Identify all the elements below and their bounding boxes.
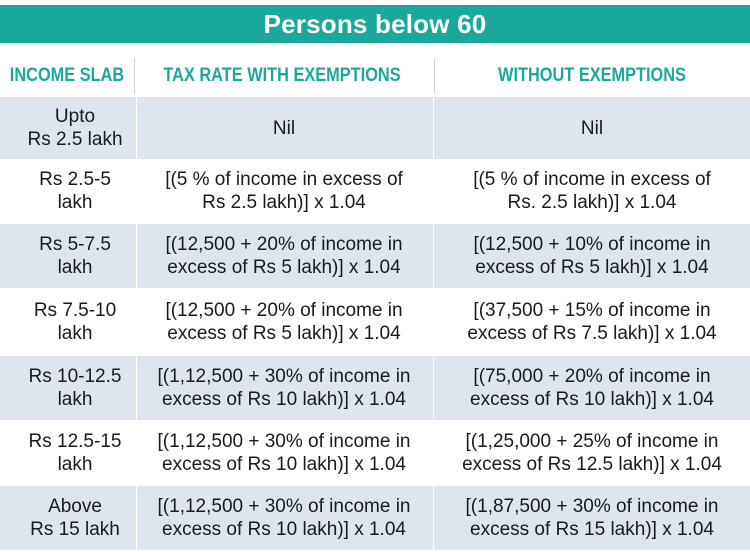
tax-with-exemptions-cell: Nil [136, 97, 432, 159]
table-row: Rs 5-7.5 lakh [(12,500 + 20% of income in e… [0, 224, 750, 288]
cell-text-line: Rs. 2.5 lakh)] x 1.04 [507, 191, 677, 213]
tax-without-exemptions-cell: [(5 % of income in excess of Rs. 2.5 lakh… [434, 159, 750, 222]
cell-text-line: Upto [54, 106, 96, 127]
column-divider [433, 97, 434, 159]
column-divider [136, 486, 137, 550]
column-divider [433, 356, 434, 420]
cell-text-line: excess of Rs 10 lakh)] x 1.04 [162, 519, 406, 540]
column-divider [433, 290, 434, 354]
tax-without-exemptions-cell: [(75,000 + 20% of income in excess of Rs … [434, 356, 750, 420]
header-income-slab: INCOME SLAB [9, 65, 125, 86]
column-divider [136, 224, 137, 288]
cell-text-line: [(12,500 + 20% of income in [165, 300, 403, 321]
table-row: Rs 2.5-5 lakh [(5 % of income in excess of… [0, 159, 750, 222]
cell-text-line: [(1,12,500 + 30% of income in [157, 366, 411, 387]
column-divider [136, 97, 137, 159]
cell-text-line: [(37,500 + 15% of income in [473, 300, 711, 321]
tax-without-exemptions-cell: [(1,87,500 + 30% of income in excess of R… [434, 486, 750, 550]
table-row: Rs 7.5-10 lakh [(12,500 + 20% of income in… [0, 290, 750, 354]
income-slab-cell: Above Rs 15 lakh [0, 486, 150, 550]
table-row: Rs 10-12.5 lakh [(1,12,500 + 30% of income… [0, 356, 750, 420]
column-divider [136, 422, 137, 484]
cell-text-line: Rs 2.5 lakh)] x 1.04 [202, 191, 366, 213]
income-slab-cell: Upto Rs 2.5 lakh [0, 97, 150, 159]
column-divider [136, 356, 137, 420]
tax-without-exemptions-cell: [(12,500 + 10% of income in excess of Rs … [434, 224, 750, 288]
cell-text-line: excess of Rs 15 lakh)] x 1.04 [470, 519, 714, 540]
tax-without-exemptions-cell: [(37,500 + 15% of income in excess of Rs … [434, 290, 750, 354]
tax-without-exemptions-cell: Nil [434, 97, 750, 159]
income-slab-cell: Rs 12.5-15 lakh [0, 422, 150, 484]
cell-text-line: Rs 5-7.5 [39, 234, 111, 255]
cell-text-line: [(1,12,500 + 30% of income in [157, 496, 411, 517]
cell-text-line: [(1,87,500 + 30% of income in [465, 496, 719, 517]
cell-text-line: Rs 12.5-15 [28, 431, 122, 452]
table-row: Rs 12.5-15 lakh [(1,12,500 + 30% of income… [0, 422, 750, 484]
column-divider [433, 159, 434, 222]
header-without-exemptions: WITHOUT EXEMPTIONS [498, 65, 686, 86]
tax-with-exemptions-cell: [(12,500 + 20% of income in excess of Rs … [136, 224, 432, 288]
cell-text-line: [(75,000 + 20% of income in [473, 366, 711, 387]
tax-without-exemptions-cell: [(1,25,000 + 25% of income in excess of R… [434, 422, 750, 484]
cell-text-line: excess of Rs 10 lakh)] x 1.04 [162, 454, 406, 475]
income-slab-cell: Rs 7.5-10 lakh [0, 290, 150, 354]
cell-text-line: [(12,500 + 20% of income in [165, 234, 403, 255]
header-tax-rate-with-exemptions: TAX RATE WITH EXEMPTIONS [163, 65, 401, 86]
column-divider [433, 486, 434, 550]
income-slab-cell: Rs 10-12.5 lakh [0, 356, 150, 420]
tax-with-exemptions-cell: [(1,12,500 + 30% of income in excess of R… [136, 422, 432, 484]
cell-text-line: excess of Rs 10 lakh)] x 1.04 [470, 389, 714, 410]
cell-text-line: [(5 % of income in excess of [165, 168, 403, 190]
cell-text-line: Rs 15 lakh [30, 519, 120, 540]
table-row: Upto Rs 2.5 lakh Nil Nil [0, 97, 750, 159]
cell-text-line: Rs 2.5 lakh [27, 129, 123, 150]
cell-text-line: excess of Rs 5 lakh)] x 1.04 [475, 257, 709, 278]
tax-with-exemptions-cell: [(12,500 + 20% of income in excess of Rs … [136, 290, 432, 354]
cell-text-line: lakh [57, 257, 93, 278]
income-slab-cell: Rs 5-7.5 lakh [0, 224, 150, 288]
income-slab-cell: Rs 2.5-5 lakh [0, 159, 150, 222]
tax-with-exemptions-cell: [(1,12,500 + 30% of income in excess of R… [136, 486, 432, 550]
cell-text-line: Nil [272, 117, 296, 139]
cell-text-line: lakh [57, 454, 93, 475]
cell-text-line: [(1,12,500 + 30% of income in [157, 431, 411, 452]
cell-text-line: lakh [57, 323, 93, 344]
cell-text-line: Nil [580, 117, 604, 139]
column-divider [433, 224, 434, 288]
cell-text-line: excess of Rs 10 lakh)] x 1.04 [162, 389, 406, 410]
table-title: Persons below 60 [0, 5, 750, 43]
cell-text-line: Above [48, 496, 102, 517]
header-divider [434, 58, 435, 94]
cell-text-line: [(12,500 + 10% of income in [473, 234, 711, 255]
table-row: Above Rs 15 lakh [(1,12,500 + 30% of incom… [0, 486, 750, 550]
cell-text-line: excess of Rs 5 lakh)] x 1.04 [167, 323, 401, 344]
column-divider [136, 159, 137, 222]
header-divider [134, 58, 135, 94]
cell-text-line: [(1,25,000 + 25% of income in [465, 431, 719, 452]
cell-text-line: excess of Rs 7.5 lakh)] x 1.04 [467, 323, 717, 344]
cell-text-line: Rs 2.5-5 [39, 168, 111, 190]
column-divider [136, 290, 137, 354]
cell-text-line: [(5 % of income in excess of [473, 168, 711, 190]
column-divider [433, 422, 434, 484]
cell-text-line: excess of Rs 12.5 lakh)] x 1.04 [462, 454, 722, 475]
cell-text-line: Rs 7.5-10 [33, 300, 117, 321]
cell-text-line: Rs 10-12.5 [28, 366, 122, 387]
cell-text-line: lakh [57, 389, 93, 410]
cell-text-line: lakh [57, 191, 93, 213]
tax-with-exemptions-cell: [(1,12,500 + 30% of income in excess of R… [136, 356, 432, 420]
tax-with-exemptions-cell: [(5 % of income in excess of Rs 2.5 lakh)… [136, 159, 432, 222]
cell-text-line: excess of Rs 5 lakh)] x 1.04 [167, 257, 401, 278]
